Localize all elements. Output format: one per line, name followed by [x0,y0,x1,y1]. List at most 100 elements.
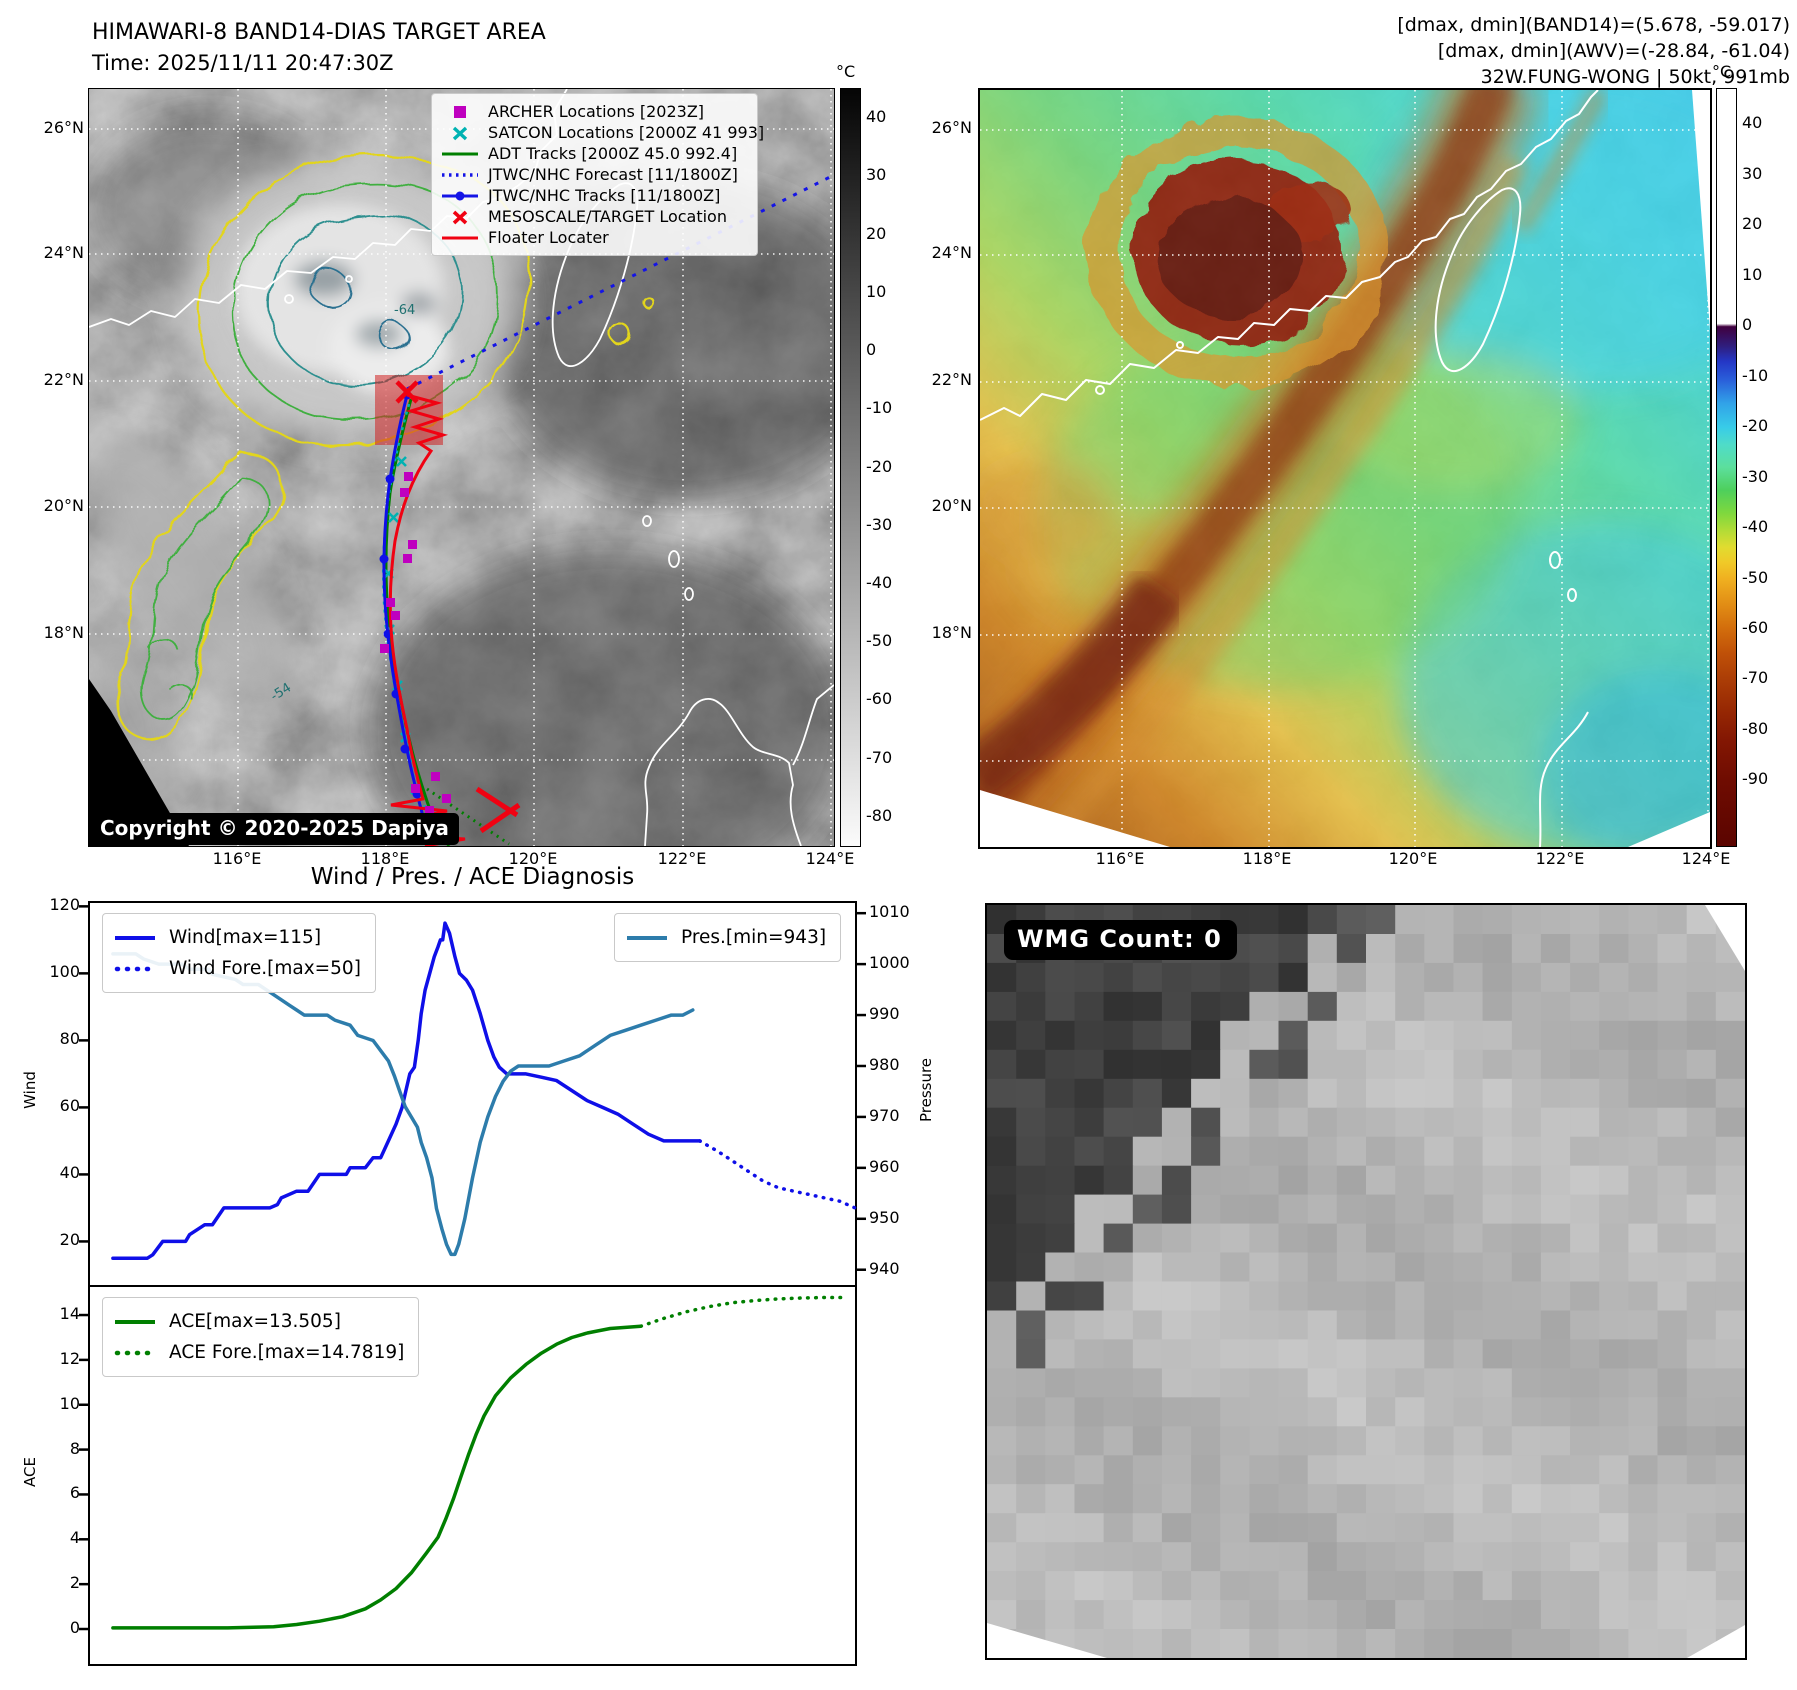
awv-cbar-tick: 40 [1742,113,1763,133]
awv-cbar-tick: 10 [1742,264,1763,284]
band14-cbar-tick: -30 [866,514,893,534]
band14-cbar-tick: 30 [866,165,887,185]
pressure-legend: Pres.[min=943] [614,913,842,962]
legend-item: Pres.[min=943] [625,922,826,953]
awv-map-image [980,90,1710,847]
band14-colorbar [840,88,861,847]
awv-cbar-tick: -20 [1742,416,1769,436]
wind-forecast-dotted-icon [114,966,158,971]
band14-subtitle: Time: 2025/11/11 20:47:30Z [92,51,394,75]
awv-ytick: 20°N [931,496,972,515]
band14-colorbar-unit: °C [836,62,856,81]
ace-line-icon [115,1319,155,1324]
ace-forecast-dotted-icon [114,1350,158,1355]
awv-cbar-tick: -70 [1742,668,1769,688]
pressure-tick: 970 [869,1105,900,1125]
ace-tick: 8 [69,1438,80,1458]
band14-ytick: 18°N [43,623,84,642]
awv-header: [dmax, dmin](BAND14)=(5.678, -59.017) [d… [1200,12,1790,90]
awv-ytick: 22°N [931,370,972,389]
wind-axis-label: Wind [21,1071,39,1109]
band14-cbar-tick: -50 [866,631,893,651]
legend-label: Wind[max=115] [169,927,322,948]
legend-item: Wind[max=115] [113,922,361,953]
band14-xtick: 120°E [508,849,558,868]
band14-ytick: 20°N [43,496,84,515]
ace-tick: 6 [69,1483,80,1503]
legend-label: ACE Fore.[max=14.7819] [169,1342,405,1363]
band14-ytick: 24°N [43,243,84,262]
luzon-coastline [644,698,802,846]
ace-tick: 2 [69,1573,80,1593]
awv-xtick: 122°E [1535,849,1585,868]
awv-map [978,88,1712,849]
floater-line-icon [442,236,478,239]
legend-item: ACE Fore.[max=14.7819] [113,1337,404,1368]
projection-edge [1687,1625,1745,1658]
diagnosis-title: Wind / Pres. / ACE Diagnosis [310,864,635,890]
legend-item: JTWC/NHC Forecast [11/1800Z] [440,164,745,185]
legend-item: ARCHER Locations [2023Z] [440,101,745,122]
taiwan-coastline [1434,187,1522,373]
pressure-tick: 960 [869,1156,900,1176]
awv-colorbar-unit: °C [1712,62,1732,81]
legend-label: MESOSCALE/TARGET Location [488,207,727,226]
legend-item: JTWC/NHC Tracks [11/1800Z] [440,185,745,206]
ace-tick: 14 [59,1304,80,1324]
archer-square-icon [454,105,466,118]
legend-item: MESOSCALE/TARGET Location [440,206,745,227]
band14-cbar-tick: -40 [866,572,893,592]
ace-legend: ACE[max=13.505] ACE Fore.[max=14.7819] [102,1297,420,1377]
pressure-tick: 940 [869,1258,900,1278]
forecast-dotted-icon [442,172,478,177]
legend-label: ADT Tracks [2000Z 45.0 992.4] [488,144,738,163]
band14-cbar-tick: 40 [866,107,887,127]
ace-tick: 0 [69,1618,80,1637]
satcon-x-icon [452,126,468,140]
awv-coastlines [980,90,1599,847]
projection-edge [987,1623,1107,1658]
legend-item: SATCON Locations [2000Z 41 993] [440,122,764,143]
scan-edge [89,679,189,846]
legend-label: SATCON Locations [2000Z 41 993] [488,123,765,142]
awv-ytick: 24°N [931,243,972,262]
wmg-panel: WMG Count: 0 [985,903,1747,1660]
band14-xtick: 124°E [805,849,855,868]
pressure-line-icon [627,935,667,940]
band14-cbar-tick: -70 [866,747,893,767]
legend-item: Floater Locater [440,227,745,248]
awv-ytick: 26°N [931,118,972,137]
awv-cbar-tick: -40 [1742,517,1769,537]
awv-cbar-tick: -80 [1742,718,1769,738]
copyright-badge: Copyright © 2020-2025 Dapiya [92,813,459,845]
legend-label: Pres.[min=943] [681,927,827,948]
legend-item: ACE[max=13.505] [113,1306,404,1337]
wmg-count-badge: WMG Count: 0 [1004,920,1237,960]
band14-cbar-tick: -20 [866,456,893,476]
dmax-dmin-band14: [dmax, dmin](BAND14)=(5.678, -59.017) [1397,14,1790,36]
awv-xtick: 120°E [1388,849,1438,868]
band14-legend: ARCHER Locations [2023Z] SATCON Location… [431,93,764,256]
pressure-tick: 1010 [869,902,910,922]
legend-label: ARCHER Locations [2023Z] [488,102,705,121]
awv-xtick: 116°E [1095,849,1145,868]
wind-line-icon [115,935,155,940]
band14-cbar-tick: 20 [866,223,887,243]
dmax-dmin-awv: [dmax, dmin](AWV)=(-28.84, -61.04) [1437,40,1790,62]
legend-item: ADT Tracks [2000Z 45.0 992.4] [440,143,745,164]
awv-xtick: 118°E [1242,849,1292,868]
band14-xtick: 122°E [657,849,707,868]
pressure-tick: 1000 [869,953,910,973]
pressure-tick: 950 [869,1207,900,1227]
series-line [111,921,702,1260]
band14-cbar-tick: -10 [866,398,893,418]
awv-cbar-tick: 20 [1742,214,1763,234]
series-line [697,1139,857,1210]
ace-chart [79,1295,850,1631]
ace-tick: 10 [59,1393,80,1413]
pressure-tick: 990 [869,1004,900,1024]
pressure-tick: 980 [869,1054,900,1074]
awv-cbar-tick: -90 [1742,769,1769,789]
wind-tick: 40 [59,1163,80,1183]
